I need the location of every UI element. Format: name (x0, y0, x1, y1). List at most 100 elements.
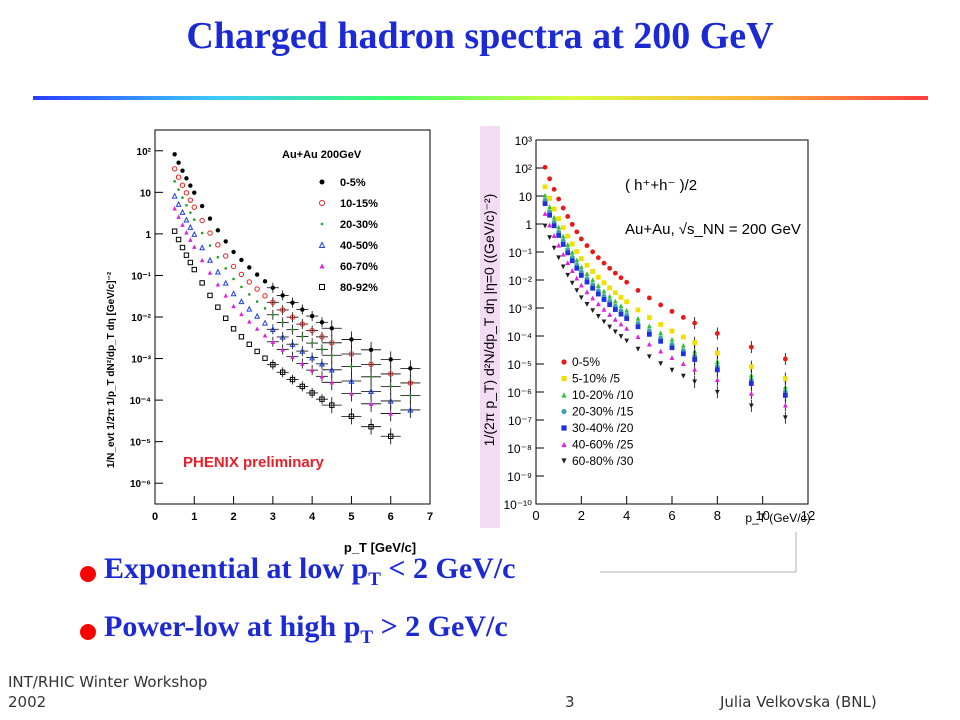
phenix-data-point (329, 380, 334, 385)
star-data-point (782, 402, 788, 408)
phenix-data-point (188, 183, 193, 188)
phenix-data-point (309, 367, 315, 373)
star-data-point (601, 260, 607, 266)
phenix-y-tick-label: 10⁻³ (131, 355, 151, 366)
star-data-point (607, 312, 613, 317)
star-data-point (618, 303, 624, 309)
star-data-point (635, 346, 641, 352)
star-data-point (560, 225, 566, 231)
phenix-data-point (289, 376, 296, 383)
star-legend-label: 20-30% /15 (572, 405, 634, 419)
star-data-point (748, 390, 754, 396)
phenix-data-point (289, 340, 296, 347)
star-legend-marker (561, 408, 567, 415)
phenix-spectra-chart: 0 1 2 3 4 5 6 7 10⁻⁶ 10⁻⁵ 10⁻⁴ 10⁻³ 10⁻² 10⁻¹ 1 10 10² 1… (100, 120, 440, 560)
phenix-data-point (289, 314, 296, 320)
star-data-point (578, 282, 584, 288)
footer-event-line2: 2002 (8, 693, 47, 711)
phenix-data-point (262, 333, 268, 338)
star-data-point (569, 241, 575, 247)
star-data-point (574, 229, 580, 235)
star-y-tick-label: 10⁻¹ (508, 246, 532, 260)
star-data-point (551, 206, 557, 212)
phenix-data-point (215, 282, 221, 287)
star-data-point (635, 307, 641, 313)
star-data-point (782, 376, 788, 381)
star-data-point (669, 308, 675, 314)
star-data-point (612, 270, 618, 276)
star-data-point (590, 295, 596, 301)
phenix-data-point (207, 292, 213, 299)
star-data-point (574, 288, 580, 294)
star-x-tick-label: 12 (801, 508, 815, 523)
star-y-tick-label: 10⁻² (508, 274, 532, 288)
phenix-legend-marker (319, 179, 325, 185)
star-legend-label: 5-10% /5 (572, 372, 620, 386)
phenix-data-point (246, 341, 252, 347)
phenix-data-point (199, 257, 205, 263)
star-data-point (595, 255, 601, 261)
phenix-data-point (262, 279, 268, 284)
star-data-point (607, 302, 613, 308)
phenix-legend-label: 10-15% (340, 198, 378, 210)
phenix-data-point (407, 380, 414, 386)
phenix-data-point (223, 293, 228, 298)
star-data-point (569, 258, 575, 264)
star-y-tick-label: 10⁻⁶ (507, 386, 532, 400)
phenix-x-tick-label: 2 (231, 511, 237, 523)
star-data-point (607, 293, 613, 299)
phenix-data-point (247, 319, 252, 324)
page-number: 3 (565, 693, 575, 711)
phenix-data-point (329, 326, 334, 331)
star-y-tick-label: 10 (519, 190, 533, 204)
phenix-data-point (254, 312, 261, 319)
phenix-data-point (171, 166, 178, 172)
phenix-data-point (207, 230, 213, 236)
phenix-preliminary-label: PHENIX preliminary (183, 454, 325, 471)
phenix-data-point (279, 333, 286, 340)
phenix-data-point (320, 348, 324, 351)
phenix-data-point (262, 293, 268, 299)
star-data-point (601, 288, 607, 294)
star-legend-label: 40-60% /25 (572, 438, 634, 452)
star-data-point (542, 184, 548, 190)
star-data-point (658, 322, 664, 327)
phenix-data-point (269, 326, 276, 333)
phenix-data-point (188, 237, 193, 242)
phenix-data-point (175, 200, 182, 207)
phenix-legend-marker (320, 222, 324, 226)
phenix-data-point (215, 242, 221, 248)
phenix-data-point (349, 391, 354, 396)
star-data-point (560, 205, 566, 211)
star-data-point (635, 334, 641, 339)
star-data-point (624, 279, 630, 285)
bullet-rest: < 2 GeV/c (380, 552, 516, 585)
star-x-tick-label: 0 (532, 508, 539, 523)
star-data-point (565, 272, 571, 278)
star-legend-label: 0-5% (572, 355, 600, 369)
star-data-point (601, 297, 607, 302)
phenix-data-point (171, 192, 178, 199)
star-data-point (680, 315, 686, 320)
star-data-point (618, 275, 624, 281)
phenix-y-tick-label: 10 (140, 188, 152, 199)
star-data-point (618, 321, 624, 327)
star-data-point (601, 306, 607, 312)
phenix-data-point (191, 230, 198, 237)
phenix-data-point (262, 355, 268, 361)
star-data-point (714, 331, 720, 336)
star-x-tick-label: 6 (668, 508, 675, 523)
phenix-data-point (223, 253, 229, 259)
phenix-data-point (180, 168, 185, 173)
star-data-point (578, 264, 584, 270)
phenix-data-point (216, 256, 220, 259)
phenix-legend-label: 0-5% (340, 177, 366, 189)
star-data-point (590, 249, 596, 255)
phenix-data-point (200, 231, 204, 235)
phenix-data-point (409, 394, 412, 397)
star-data-point (595, 314, 601, 319)
phenix-data-point (388, 371, 394, 377)
star-data-point (551, 223, 557, 229)
star-data-point (692, 340, 698, 346)
star-data-point (590, 269, 596, 274)
